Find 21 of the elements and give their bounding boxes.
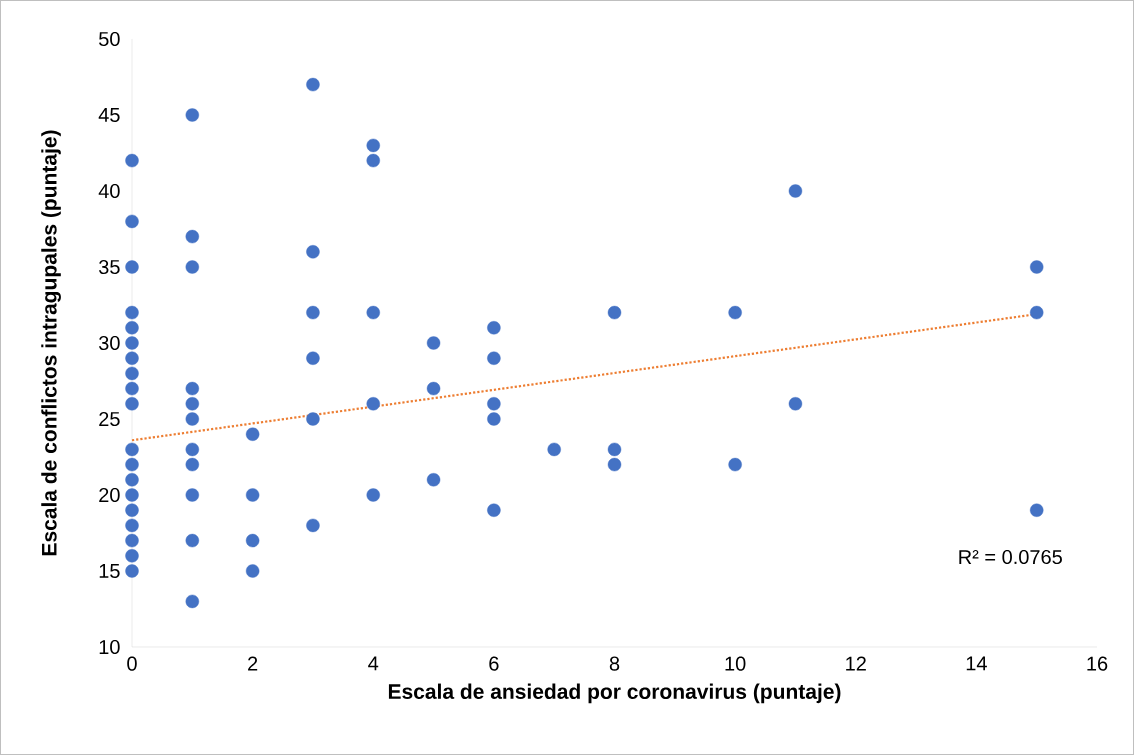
y-tick-label: 25: [99, 411, 120, 427]
x-tick-label: 0: [127, 656, 137, 671]
y-tick-label: 15: [99, 564, 120, 578]
x-tick-label: 4: [368, 656, 379, 671]
y-tick-label: 50: [99, 31, 120, 47]
x-tick-label: 16: [1087, 656, 1108, 671]
x-tick-label: 2: [248, 656, 258, 671]
annotation: R² = 0.0765: [959, 549, 1062, 565]
x-axis-title: Escala de ansiedad por coronavirus (puntaje): [388, 683, 841, 704]
x-tick-label: 12: [846, 656, 866, 671]
x-tick-label: 10: [725, 656, 746, 671]
y-tick-label: 45: [98, 108, 120, 122]
y-tick-label: 35: [98, 259, 120, 275]
y-tick-label: 30: [98, 335, 120, 351]
y-tick-label: 40: [98, 183, 120, 199]
y-axis-title: Escala de conflictos intragupales (puntaje): [41, 130, 61, 556]
y-tick-label: 20: [99, 487, 120, 503]
y-tick-label: 10: [99, 639, 120, 655]
x-tick-label: 8: [609, 656, 620, 671]
x-tick-label: 14: [966, 656, 987, 671]
x-tick-label: 6: [489, 656, 499, 671]
